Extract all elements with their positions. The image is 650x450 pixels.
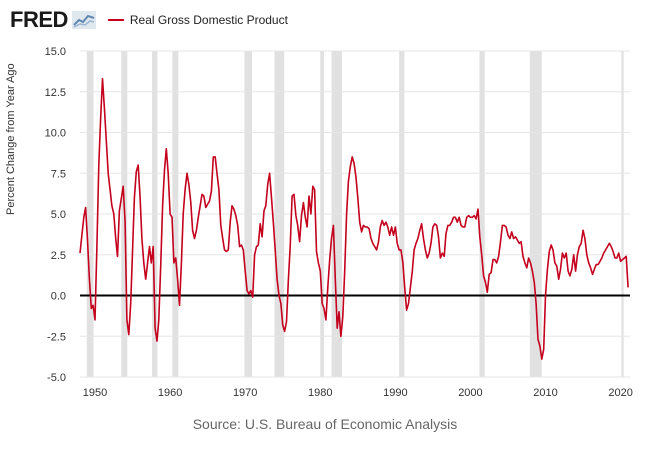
series-line-real-gdp[interactable] bbox=[79, 77, 629, 360]
y-tick-label: 5.0 bbox=[51, 209, 66, 221]
x-tick-label: 2010 bbox=[533, 387, 557, 399]
fred-logo[interactable]: FRED bbox=[10, 7, 68, 32]
legend-label: Real Gross Domestic Product bbox=[129, 13, 288, 27]
fred-chart-icon bbox=[71, 11, 96, 29]
y-tick-label: -2.5 bbox=[47, 331, 66, 343]
y-tick-labels: 15.0 12.5 10.0 7.5 5.0 2.5 0.0 -2.5 -5.0 bbox=[45, 46, 66, 384]
legend: Real Gross Domestic Product bbox=[107, 13, 288, 27]
x-tick-label: 2020 bbox=[608, 387, 632, 399]
y-tick-label: 12.5 bbox=[45, 87, 66, 99]
source-note: Source: U.S. Bureau of Economic Analysis bbox=[192, 416, 458, 432]
y-tick-label: 2.5 bbox=[51, 250, 66, 262]
chart-header: FRED Real Gross Domestic Product bbox=[10, 6, 288, 34]
x-tick-label: 1970 bbox=[233, 387, 257, 399]
y-tick-label: 15.0 bbox=[45, 46, 66, 58]
y-tick-label: 0.0 bbox=[51, 291, 66, 303]
x-tick-label: 1960 bbox=[158, 387, 182, 399]
x-tick-label: 1980 bbox=[308, 387, 332, 399]
x-tick-label: 1990 bbox=[383, 387, 407, 399]
y-tick-label: 10.0 bbox=[45, 128, 66, 140]
x-tick-label: 1950 bbox=[83, 387, 107, 399]
x-tick-label: 2000 bbox=[458, 387, 482, 399]
gridlines bbox=[80, 50, 630, 378]
legend-swatch bbox=[107, 19, 124, 21]
x-tick-labels: 1950 1960 1970 1980 1990 2000 2010 2020 bbox=[83, 387, 633, 399]
y-tick-label: 7.5 bbox=[51, 168, 66, 180]
y-tick-label: -5.0 bbox=[47, 372, 66, 384]
